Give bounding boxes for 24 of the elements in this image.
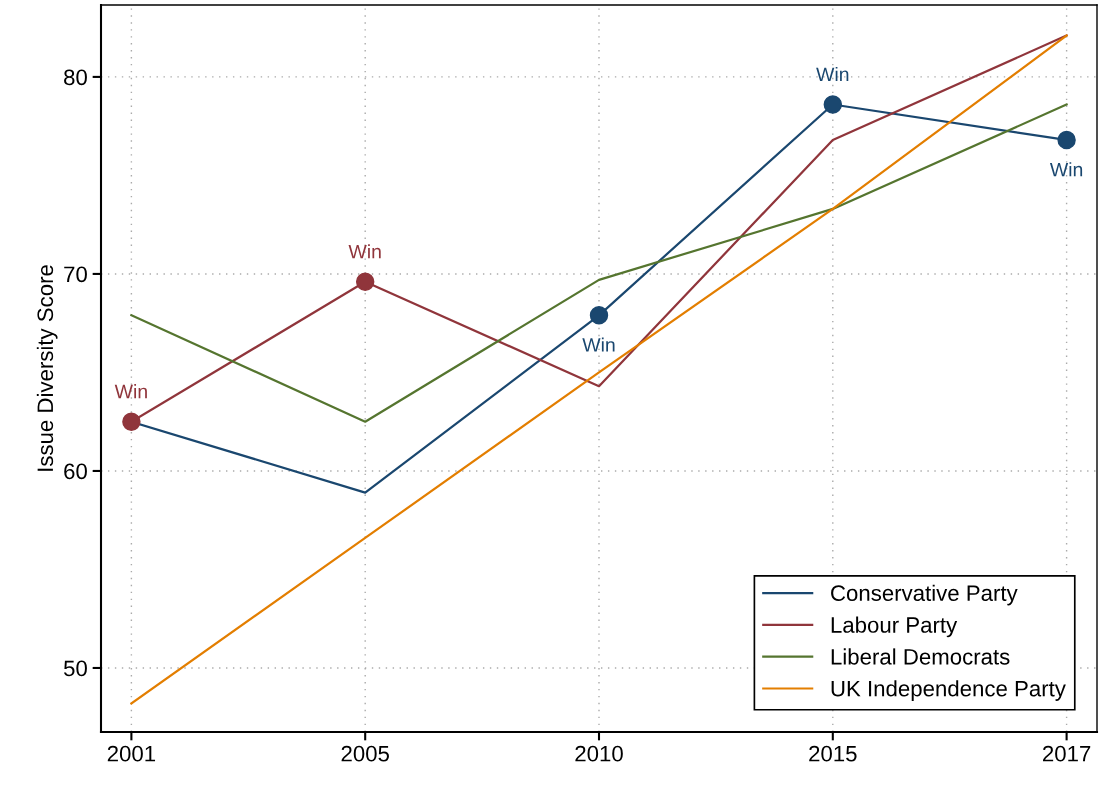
point [823,95,843,114]
y-tick-label: 80 [64,69,87,86]
point [589,306,609,325]
x-tick-label: 2017 [1043,745,1091,762]
annotation: Win [582,337,615,352]
y-tick-label: 70 [64,266,87,283]
x-tick-label: 2001 [107,745,156,762]
x-tick-label: 2015 [809,745,857,762]
y-axis-title: Issue Diversity Score [36,265,58,471]
legend-label: Conservative Party [831,584,1018,606]
point [1057,130,1076,150]
annotation: Win [816,66,849,82]
legend-label: Labour Party [831,616,958,638]
y-tick-label: 60 [64,463,87,480]
point [122,412,141,431]
annotation: Win [1049,162,1083,177]
y-tick-label: 50 [63,660,87,677]
x-tick-label: 2010 [575,745,623,762]
point [355,272,375,292]
x-tick-label: 2005 [341,745,389,762]
legend-label: UK Independence Party [831,680,1066,701]
annotation: Win [114,384,147,399]
annotation: Win [348,244,381,259]
legend-label: Liberal Democrats [831,648,1010,665]
